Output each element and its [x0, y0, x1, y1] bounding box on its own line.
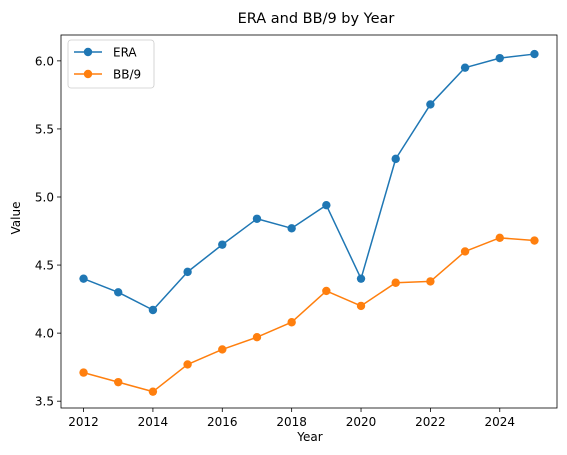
y-tick-label-3.5: 3.5 — [35, 395, 54, 409]
data-point-era-2012 — [79, 274, 88, 283]
legend-marker-bb-9 — [83, 69, 93, 79]
legend: ERA BB/9 — [67, 39, 155, 89]
data-point-era-2025 — [530, 49, 539, 59]
data-point-era-2014 — [148, 305, 158, 315]
data-point-era-2016 — [218, 240, 227, 249]
data-point-bb-9-2019 — [322, 286, 331, 296]
data-point-bb-9-2017 — [252, 333, 262, 342]
data-point-bb-9-2023 — [460, 247, 470, 256]
data-point-era-2018 — [287, 224, 296, 233]
data-point-era-2021 — [391, 154, 400, 164]
data-point-bb-9-2014 — [148, 387, 158, 396]
data-point-bb-9-2013 — [114, 377, 123, 387]
data-point-era-2020 — [356, 274, 366, 283]
series-line-era — [83, 53, 535, 311]
legend-label-bb-9: BB/9 — [113, 68, 141, 82]
data-point-bb-9-2022 — [426, 277, 435, 286]
x-tick-label-2016: 2016 — [207, 415, 238, 429]
data-point-bb-9-2020 — [356, 301, 366, 311]
y-tick-label-4.5: 4.5 — [35, 259, 54, 273]
legend-marker-era — [83, 47, 93, 57]
x-tick-label-2018: 2018 — [276, 415, 307, 429]
data-point-era-2013 — [114, 288, 123, 297]
series-line-bb-9 — [83, 237, 535, 393]
x-tick-label-2024: 2024 — [484, 415, 515, 429]
data-point-bb-9-2024 — [495, 233, 504, 243]
y-tick-label-4.0: 4.0 — [35, 327, 54, 341]
data-point-bb-9-2012 — [79, 368, 88, 377]
x-tick-label-2020: 2020 — [346, 415, 377, 429]
y-axis-label: Value — [9, 202, 23, 235]
legend-label-era: ERA — [113, 46, 137, 60]
data-point-bb-9-2025 — [530, 236, 539, 245]
x-tick-label-2014: 2014 — [138, 415, 169, 429]
x-axis-label: Year — [296, 430, 322, 444]
data-point-bb-9-2015 — [183, 360, 192, 369]
data-point-era-2019 — [322, 200, 331, 210]
data-point-era-2023 — [460, 63, 470, 72]
data-point-bb-9-2018 — [287, 318, 296, 327]
data-point-bb-9-2021 — [391, 278, 400, 287]
data-point-era-2017 — [252, 214, 262, 223]
plot-area: 2012 2014 2016 2018 2020 2022 2024 3.5 4.0 4.5 5.0… — [35, 34, 558, 429]
plot-frame — [60, 34, 558, 409]
data-point-era-2024 — [495, 53, 504, 63]
data-point-era-2015 — [183, 267, 192, 277]
x-tick-label-2022: 2022 — [415, 415, 446, 429]
y-tick-label-5.5: 5.5 — [35, 122, 54, 136]
y-tick-label-5.0: 5.0 — [35, 190, 54, 204]
y-tick-label-6.0: 6.0 — [35, 54, 54, 68]
data-point-bb-9-2016 — [218, 345, 227, 354]
chart-title: ERA and BB/9 by Year — [238, 11, 395, 27]
x-tick-label-2012: 2012 — [68, 415, 99, 429]
data-point-era-2022 — [426, 100, 435, 109]
